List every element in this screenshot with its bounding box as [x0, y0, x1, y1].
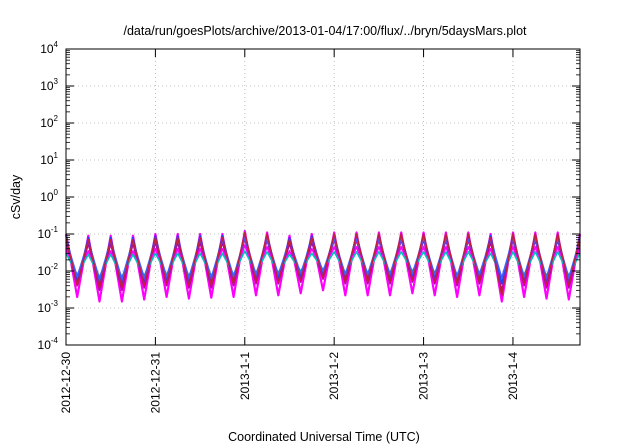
y-tick-base: 10 — [38, 338, 52, 352]
y-tick-label: 104 — [40, 40, 58, 56]
y-tick-exponent: 4 — [54, 40, 59, 49]
y-tick-base: 10 — [40, 190, 54, 204]
series-line-7 — [65, 231, 581, 297]
y-tick-label: 100 — [40, 188, 58, 204]
y-tick-base: 10 — [38, 227, 52, 241]
y-tick-exponent: 3 — [54, 77, 59, 86]
y-tick-label: 102 — [40, 114, 58, 130]
y-tick-label: 10-1 — [38, 225, 59, 241]
x-tick-label: 2013-1-1 — [238, 352, 252, 400]
y-axis-label: cSv/day — [9, 174, 23, 219]
chart-title: /data/run/goesPlots/archive/2013-01-04/1… — [123, 24, 527, 38]
y-tick-base: 10 — [40, 153, 54, 167]
x-tick-label: 2012-12-31 — [148, 352, 162, 414]
x-tick-label: 2013-1-3 — [417, 352, 431, 400]
y-tick-exponent: -1 — [51, 225, 59, 234]
y-tick-exponent: 1 — [54, 151, 59, 160]
y-tick-base: 10 — [40, 79, 54, 93]
x-tick-label: 2013-1-2 — [327, 352, 341, 400]
x-tick-label: 2013-1-4 — [506, 352, 520, 400]
y-tick-label: 10-4 — [38, 336, 59, 352]
y-tick-exponent: 0 — [54, 188, 59, 197]
y-tick-base: 10 — [38, 264, 52, 278]
x-tick-label: 2012-12-30 — [59, 352, 73, 414]
y-tick-label: 10-2 — [38, 262, 59, 278]
y-tick-label: 101 — [40, 151, 58, 167]
x-axis: 2012-12-30 2012-12-31 2013-1-1 2013-1-2 2013… — [59, 49, 520, 413]
y-tick-base: 10 — [38, 301, 52, 315]
y-tick-base: 10 — [40, 116, 54, 130]
y-tick-exponent: -4 — [51, 336, 59, 345]
x-axis-label: Coordinated Universal Time (UTC) — [228, 430, 420, 444]
y-tick-exponent: -2 — [51, 262, 59, 271]
y-tick-exponent: -3 — [51, 299, 59, 308]
y-tick-label: 103 — [40, 77, 58, 93]
grid — [66, 49, 580, 345]
y-tick-label: 10-3 — [38, 299, 59, 315]
y-tick-exponent: 2 — [54, 114, 59, 123]
series-lines — [64, 230, 582, 303]
y-tick-base: 10 — [40, 42, 54, 56]
